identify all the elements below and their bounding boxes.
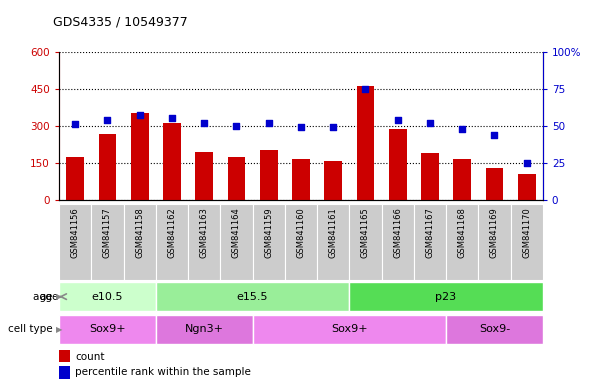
Text: Sox9-: Sox9- <box>479 324 510 334</box>
Text: GSM841163: GSM841163 <box>199 207 209 258</box>
Bar <box>446 204 478 280</box>
Bar <box>66 157 84 200</box>
Bar <box>99 134 116 200</box>
Bar <box>59 282 156 311</box>
Bar <box>453 159 471 200</box>
Text: cell type: cell type <box>8 324 56 334</box>
Text: Sox9+: Sox9+ <box>89 324 126 334</box>
Text: ▶: ▶ <box>56 325 63 334</box>
Text: GSM841170: GSM841170 <box>522 207 531 258</box>
Bar <box>421 153 439 200</box>
Bar <box>518 174 536 200</box>
Point <box>103 117 112 123</box>
Text: p23: p23 <box>435 291 457 302</box>
Point <box>135 113 145 119</box>
Text: age: age <box>34 291 56 302</box>
Bar <box>59 350 70 362</box>
Text: Ngn3+: Ngn3+ <box>185 324 224 334</box>
Point <box>457 126 467 132</box>
Bar <box>253 314 446 344</box>
Text: count: count <box>75 352 104 362</box>
Bar <box>349 204 382 280</box>
Text: GSM841157: GSM841157 <box>103 207 112 258</box>
Text: GSM841165: GSM841165 <box>361 207 370 258</box>
Bar <box>478 204 510 280</box>
Text: GSM841158: GSM841158 <box>135 207 144 258</box>
Text: ▶: ▶ <box>56 292 63 301</box>
Point <box>199 120 209 126</box>
Point <box>232 123 241 129</box>
Text: GSM841159: GSM841159 <box>264 207 273 258</box>
Bar <box>292 159 310 200</box>
Bar <box>253 204 285 280</box>
Text: GSM841166: GSM841166 <box>393 207 402 258</box>
Bar <box>195 152 213 200</box>
Text: age: age <box>40 291 59 302</box>
Point <box>360 86 370 92</box>
Bar <box>188 204 220 280</box>
Bar <box>285 204 317 280</box>
Text: GSM841162: GSM841162 <box>168 207 176 258</box>
Bar <box>317 204 349 280</box>
Point <box>425 120 435 126</box>
Bar <box>356 86 374 200</box>
Text: e10.5: e10.5 <box>91 291 123 302</box>
Bar <box>59 314 156 344</box>
Point <box>70 121 80 127</box>
Bar <box>349 282 543 311</box>
Point <box>296 124 306 130</box>
Text: Sox9+: Sox9+ <box>331 324 368 334</box>
Bar <box>91 204 123 280</box>
Bar <box>156 204 188 280</box>
Bar <box>324 162 342 200</box>
Text: e15.5: e15.5 <box>237 291 268 302</box>
Text: GSM841161: GSM841161 <box>329 207 337 258</box>
Bar <box>59 366 70 379</box>
Bar <box>123 204 156 280</box>
Bar <box>510 204 543 280</box>
Text: GSM841160: GSM841160 <box>296 207 306 258</box>
Point <box>490 132 499 138</box>
Bar <box>382 204 414 280</box>
Text: GSM841156: GSM841156 <box>71 207 80 258</box>
Point <box>393 117 402 123</box>
Text: GSM841167: GSM841167 <box>425 207 434 258</box>
Bar <box>414 204 446 280</box>
Bar <box>260 151 277 200</box>
Bar <box>163 123 181 200</box>
Point <box>167 115 176 121</box>
Text: percentile rank within the sample: percentile rank within the sample <box>75 367 251 377</box>
Bar <box>59 204 91 280</box>
Bar <box>131 113 149 200</box>
Text: GSM841164: GSM841164 <box>232 207 241 258</box>
Bar <box>389 129 407 200</box>
Point <box>264 120 273 126</box>
Text: GDS4335 / 10549377: GDS4335 / 10549377 <box>53 15 188 28</box>
Bar <box>446 314 543 344</box>
Bar <box>156 314 253 344</box>
Point <box>329 124 338 130</box>
Text: GSM841168: GSM841168 <box>458 207 467 258</box>
Point <box>522 160 532 166</box>
Bar <box>156 282 349 311</box>
Bar <box>228 157 245 200</box>
Bar <box>486 168 503 200</box>
Text: GSM841169: GSM841169 <box>490 207 499 258</box>
Bar <box>220 204 253 280</box>
